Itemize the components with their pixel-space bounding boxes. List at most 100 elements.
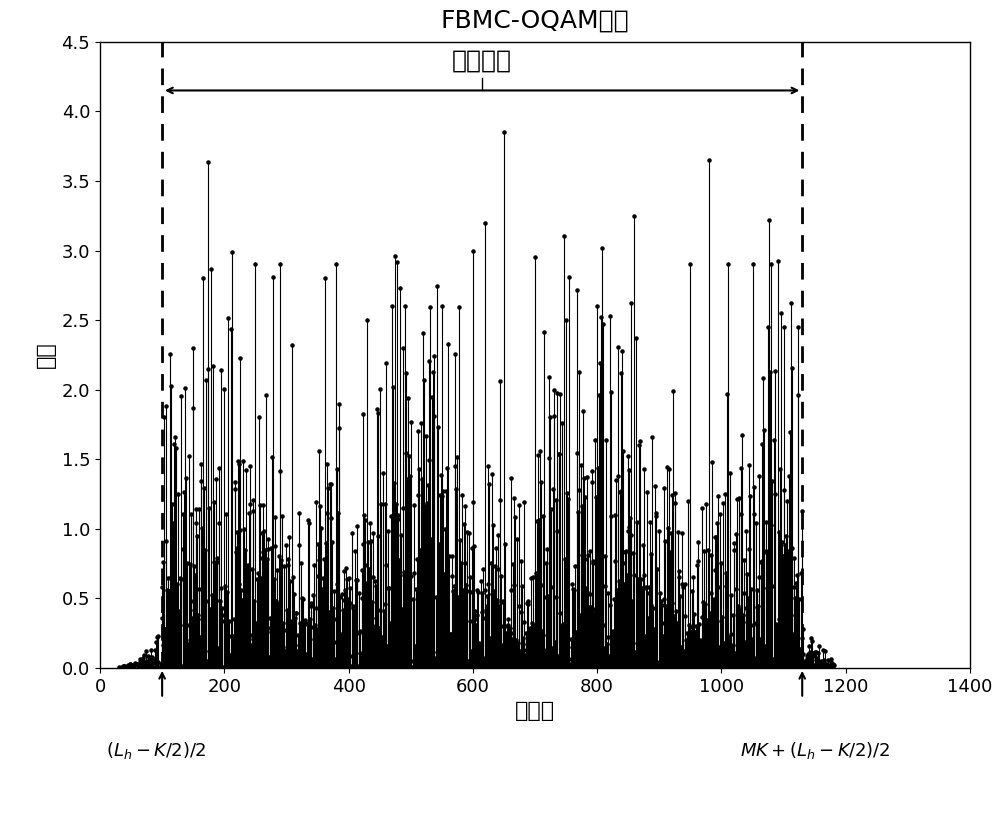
Point <box>241 633 257 646</box>
Point <box>344 649 360 662</box>
Point <box>584 475 600 488</box>
Point <box>467 605 483 618</box>
Point <box>433 567 449 580</box>
Point <box>387 515 403 529</box>
Point <box>457 499 473 513</box>
Point <box>717 487 733 500</box>
Point <box>754 438 770 451</box>
Point <box>506 491 522 504</box>
Point <box>234 648 250 661</box>
Point <box>479 590 495 603</box>
Point <box>815 643 831 656</box>
Point <box>477 216 493 230</box>
Point <box>628 649 644 662</box>
Point <box>527 250 543 264</box>
Point <box>569 283 585 296</box>
Point <box>520 594 536 607</box>
Point <box>167 430 183 443</box>
Point <box>800 647 816 660</box>
Point <box>818 660 834 673</box>
Point <box>623 296 639 310</box>
Point <box>458 578 474 591</box>
Point <box>541 451 557 464</box>
Point <box>825 657 841 671</box>
Point <box>448 483 464 496</box>
Point <box>820 653 836 666</box>
Point <box>464 585 480 599</box>
Point <box>593 310 609 323</box>
Point <box>563 632 579 645</box>
Point <box>551 448 567 461</box>
Point <box>662 650 678 664</box>
Point <box>174 660 190 673</box>
Point <box>624 594 640 607</box>
Point <box>617 545 633 559</box>
Point <box>308 601 324 615</box>
Point <box>232 523 248 536</box>
Point <box>607 554 623 568</box>
Point <box>209 552 225 565</box>
Point <box>697 658 713 671</box>
Point <box>322 477 338 490</box>
Point <box>320 481 336 494</box>
Point <box>541 371 557 384</box>
Point <box>776 321 792 334</box>
Point <box>442 644 458 657</box>
Point <box>213 363 229 377</box>
Point <box>495 620 511 633</box>
Point <box>231 458 247 471</box>
Point <box>471 636 487 650</box>
Point <box>316 553 332 566</box>
Point <box>387 250 403 263</box>
Point <box>275 616 291 630</box>
Point <box>782 425 798 438</box>
Point <box>567 646 583 660</box>
Point <box>621 521 637 534</box>
Point <box>296 615 312 629</box>
Point <box>429 645 445 658</box>
Point <box>651 524 667 538</box>
Point <box>634 582 650 595</box>
Point <box>389 255 405 268</box>
Point <box>282 574 298 588</box>
Point <box>648 506 664 519</box>
Point <box>399 473 415 486</box>
Point <box>140 649 156 662</box>
Point <box>805 649 821 662</box>
Point <box>780 544 796 558</box>
Point <box>783 296 799 310</box>
Point <box>182 558 198 571</box>
Point <box>646 632 662 645</box>
Point <box>211 461 227 474</box>
Point <box>463 645 479 658</box>
Point <box>198 373 214 387</box>
Point <box>548 493 564 507</box>
Point <box>259 625 275 639</box>
Point <box>713 557 729 570</box>
X-axis label: 采样点: 采样点 <box>515 701 555 721</box>
Point <box>275 640 291 654</box>
Point <box>767 365 783 378</box>
Point <box>513 554 529 568</box>
Point <box>534 625 550 638</box>
Point <box>129 657 145 671</box>
Point <box>482 655 498 669</box>
Point <box>180 637 196 650</box>
Point <box>353 650 369 664</box>
Point <box>598 433 614 447</box>
Point <box>193 475 209 488</box>
Point <box>213 581 229 595</box>
Point <box>812 659 828 672</box>
Point <box>226 655 242 669</box>
Point <box>287 612 303 625</box>
Point <box>758 544 774 558</box>
Point <box>625 636 641 650</box>
Point <box>301 648 317 661</box>
Point <box>570 483 586 497</box>
Point <box>238 463 254 477</box>
Point <box>554 621 570 635</box>
Point <box>676 644 692 657</box>
Point <box>565 582 581 595</box>
Point <box>252 597 268 610</box>
Point <box>713 614 729 627</box>
